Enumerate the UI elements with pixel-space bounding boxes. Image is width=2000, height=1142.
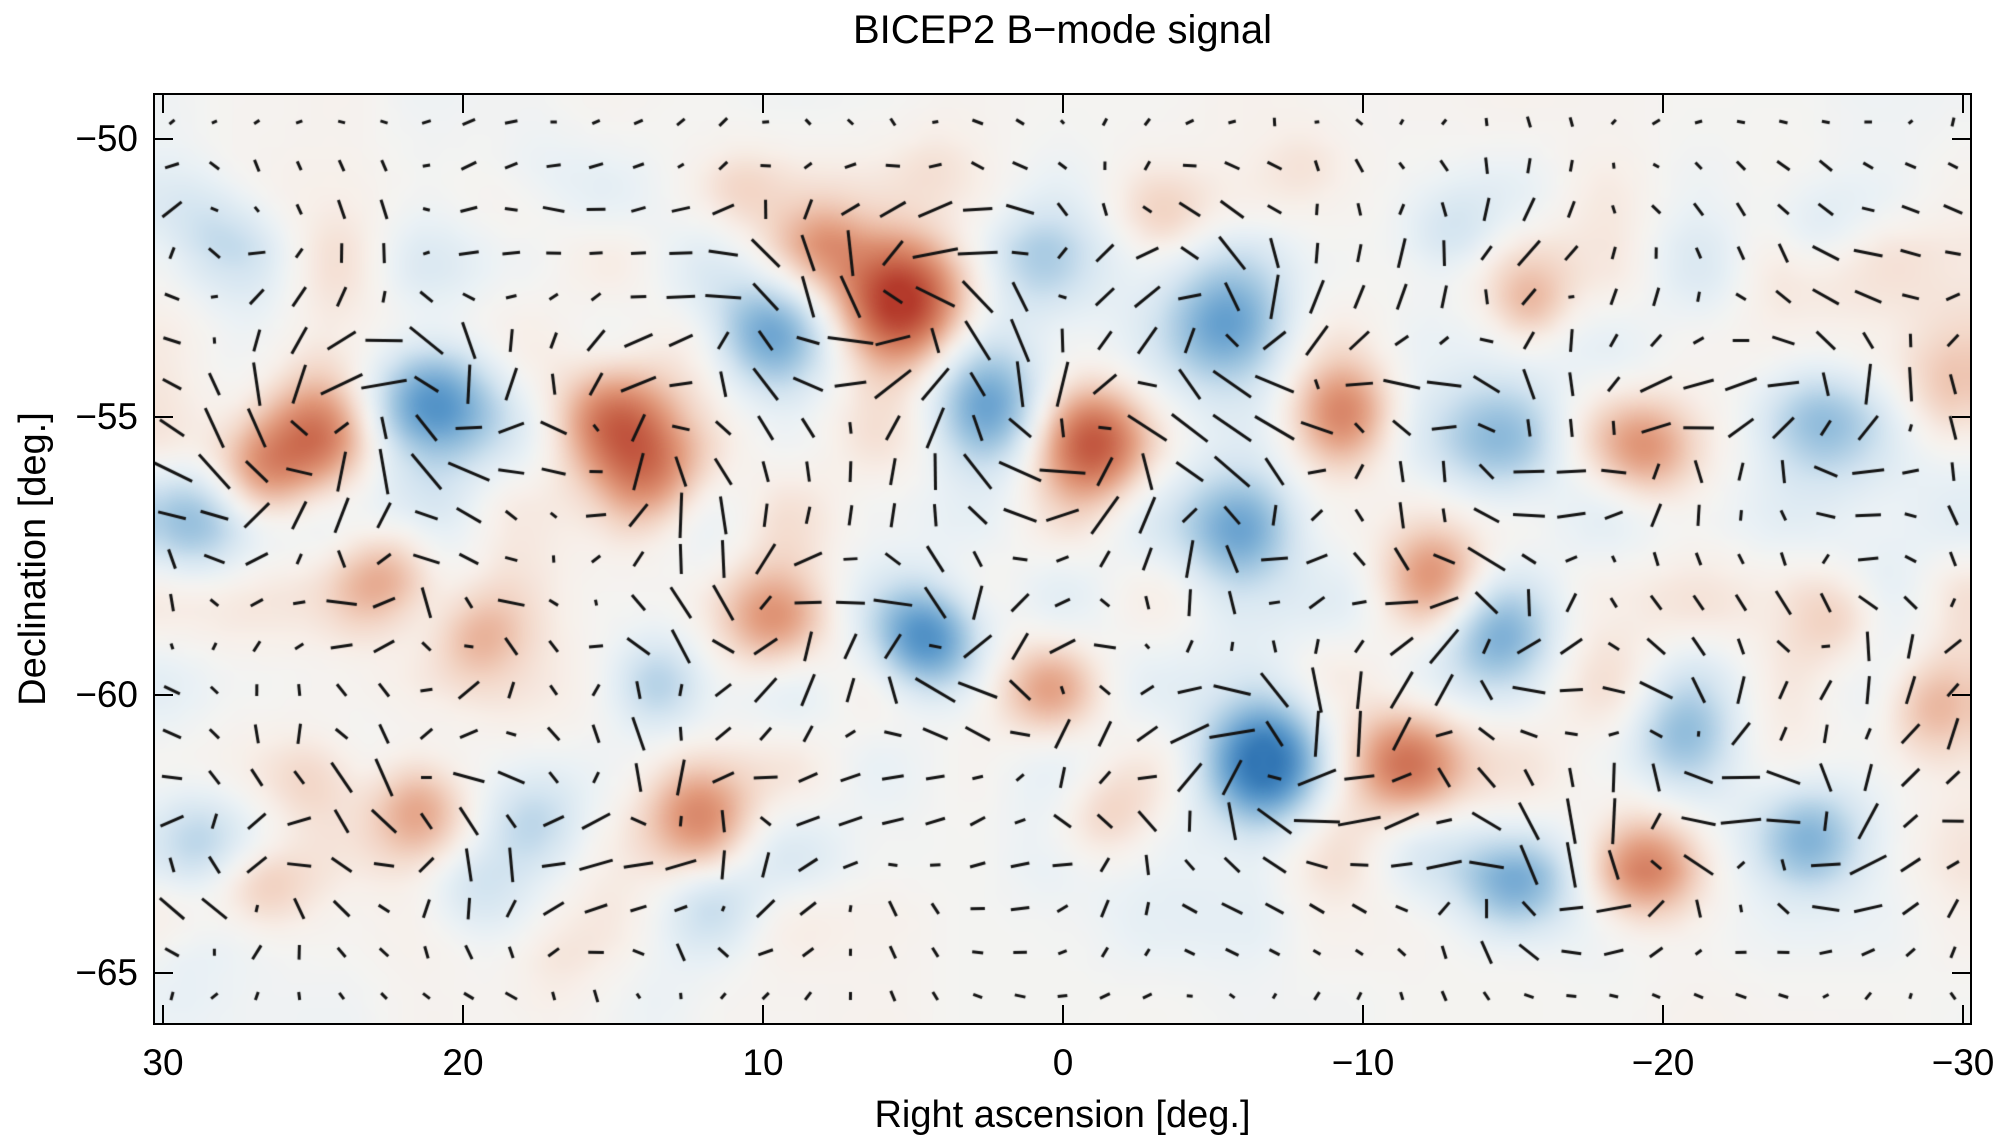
y-tick-right <box>1952 416 1970 418</box>
x-tick <box>462 1005 464 1023</box>
y-tick <box>155 972 173 974</box>
x-tick-top <box>162 95 164 113</box>
x-tick-top <box>1962 95 1964 113</box>
x-tick-label: 10 <box>742 1042 784 1083</box>
y-tick-label: −60 <box>75 674 138 715</box>
y-tick-right <box>1952 972 1970 974</box>
x-tick-label: 30 <box>142 1042 184 1083</box>
x-tick-label: −30 <box>1931 1042 1995 1083</box>
y-tick-label: −65 <box>75 952 138 993</box>
x-tick <box>162 1005 164 1023</box>
x-tick <box>1362 1005 1364 1023</box>
y-tick-label: −55 <box>75 396 138 437</box>
x-tick-top <box>462 95 464 113</box>
chart-title: BICEP2 B−mode signal <box>852 8 1273 52</box>
plot-area <box>153 93 1972 1025</box>
x-tick <box>1062 1005 1064 1023</box>
y-tick-right <box>1952 138 1970 140</box>
y-tick <box>155 138 173 140</box>
x-tick-label: −20 <box>1631 1042 1695 1083</box>
x-axis-label: Right ascension [deg.] <box>874 1094 1251 1136</box>
x-tick-label: −10 <box>1331 1042 1395 1083</box>
x-tick-top <box>1062 95 1064 113</box>
x-tick-top <box>1362 95 1364 113</box>
x-tick-label: 20 <box>442 1042 484 1083</box>
x-tick <box>1962 1005 1964 1023</box>
x-tick-top <box>762 95 764 113</box>
bmode-field-canvas <box>155 95 1970 1023</box>
x-tick-label: 0 <box>1052 1042 1074 1083</box>
x-tick-top <box>1662 95 1664 113</box>
y-tick <box>155 416 173 418</box>
x-tick <box>1662 1005 1664 1023</box>
y-axis-label: Declination [deg.] <box>12 412 54 706</box>
x-tick <box>762 1005 764 1023</box>
y-tick-right <box>1952 694 1970 696</box>
y-tick <box>155 694 173 696</box>
y-tick-label: −50 <box>75 118 138 159</box>
